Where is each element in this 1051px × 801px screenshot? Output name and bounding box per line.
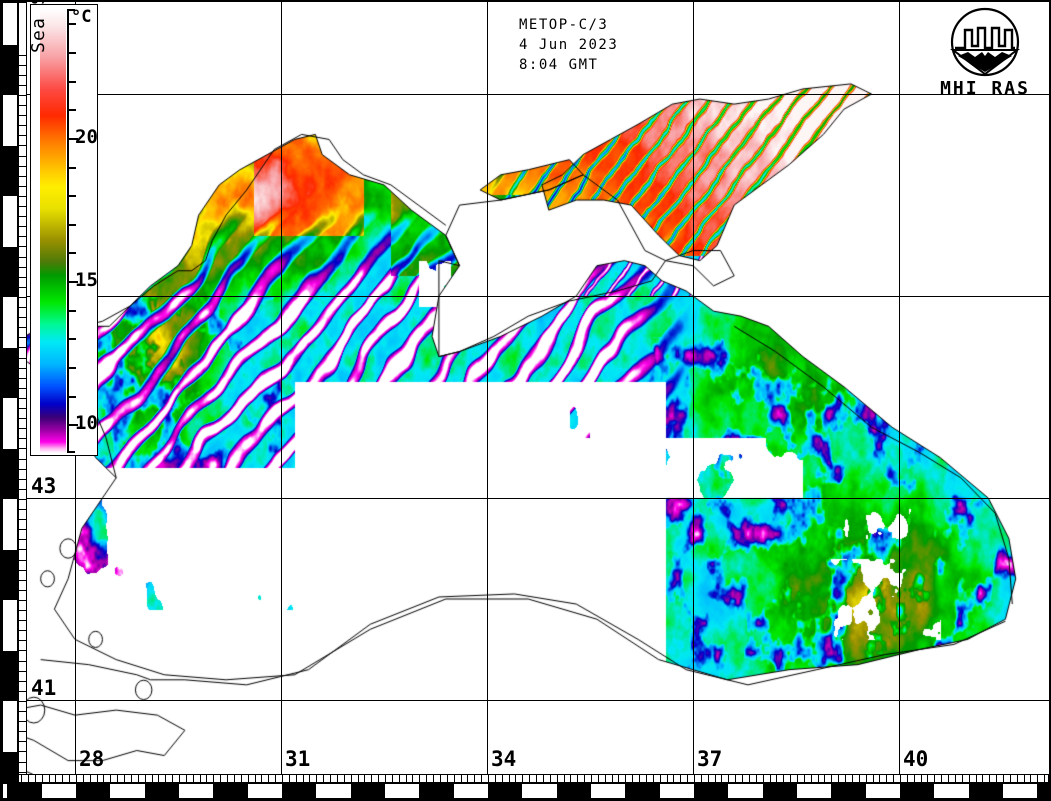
gridline-lat-43 [27, 498, 1049, 499]
colorbar-tick-24 [69, 23, 76, 25]
colorbar-tick-20 [69, 138, 78, 140]
map-plot-area[interactable] [27, 2, 1049, 778]
colorbar-tick-22 [69, 81, 76, 83]
gridline-lat-45 [27, 296, 1049, 297]
gridline-lat-47 [27, 94, 1049, 95]
gridline-lon-37 [693, 2, 694, 778]
longitude-border-band [2, 783, 1049, 799]
gridline-lat-41 [27, 700, 1049, 701]
colorbar-tick-15 [69, 281, 78, 283]
sst-raster-canvas [27, 2, 1049, 778]
colorbar-tick-17 [69, 224, 76, 226]
lat-label-43: 43 [31, 474, 57, 498]
colorbar-label-15: 15 [75, 269, 98, 292]
gridline-lon-34 [487, 2, 488, 778]
colorbar-tick-10 [69, 424, 78, 426]
colorbar-tick-14 [69, 310, 76, 312]
gridline-lon-31 [281, 2, 282, 778]
lon-label-40: 40 [903, 747, 929, 771]
colorbar-tick-13 [69, 338, 76, 340]
colorbar-tick-21 [69, 109, 76, 111]
lat-label-41: 41 [31, 676, 57, 700]
colorbar-axis-line [67, 9, 69, 453]
colorbar-tick-23 [69, 52, 76, 54]
colorbar-tick-18 [69, 195, 76, 197]
acquisition-info-text: METOP-C/3 4 Jun 2023 8:04 GMT [519, 17, 619, 73]
latitude-border-band [2, 2, 18, 799]
colorbar-label-20: 20 [75, 125, 98, 148]
colorbar-tick-19 [69, 167, 76, 169]
lon-label-37: 37 [697, 747, 723, 771]
lon-label-34: 34 [491, 747, 517, 771]
lon-label-31: 31 [285, 747, 311, 771]
latitude-fine-tick-row [18, 2, 27, 778]
colorbar-axis-top-cap [67, 9, 75, 11]
lon-label-28: 28 [79, 747, 105, 771]
colorbar-tick-12 [69, 367, 76, 369]
colorbar-tick-11 [69, 396, 76, 398]
colorbar-unit-label: °C [71, 7, 92, 27]
longitude-fine-tick-row [18, 774, 1049, 783]
colorbar-gradient [40, 9, 66, 453]
logo-label: MHI RAS [940, 78, 1030, 99]
colorbar-axis-bottom-cap [67, 451, 75, 453]
mhi-ras-emblem-icon [925, 4, 1045, 96]
colorbar-label-10: 10 [75, 412, 98, 435]
gridline-lon-40 [899, 2, 900, 778]
colorbar-tick-16 [69, 252, 76, 254]
